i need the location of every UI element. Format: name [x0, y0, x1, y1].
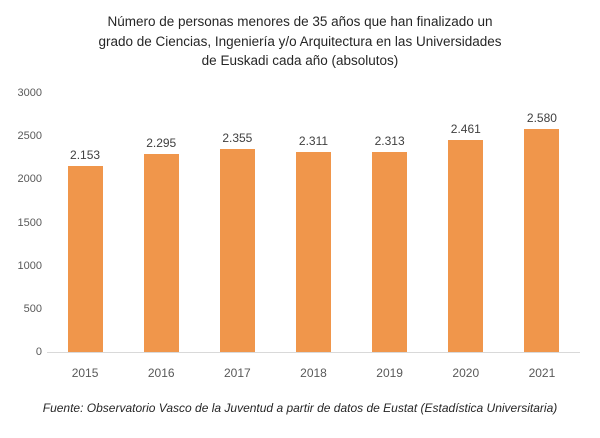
bar-value-label: 2.153: [70, 148, 101, 163]
bar-value-label: 2.313: [374, 134, 405, 149]
chart-title-line-1: Número de personas menores de 35 años qu…: [107, 14, 493, 29]
x-tick-label: 2020: [452, 366, 480, 380]
x-tick-label: 2016: [147, 366, 175, 380]
source-caption: Fuente: Observatorio Vasco de la Juventu…: [42, 401, 558, 415]
x-tick-label: 2017: [223, 366, 251, 380]
y-tick-label: 3000: [17, 87, 42, 99]
bar-2019: [372, 152, 408, 352]
chart-title-line-3: de Euskadi cada año (absolutos): [201, 53, 399, 68]
bar-value-label: 2.461: [450, 121, 481, 136]
bar-2018: [296, 152, 331, 352]
y-tick-label: 1500: [17, 216, 42, 229]
bar-value-label: 2.295: [146, 135, 177, 150]
bar-value-label: 2.580: [526, 111, 557, 126]
bar-2015: [67, 166, 103, 352]
y-tick-label: 2500: [17, 130, 42, 143]
y-tick-label: 1000: [17, 259, 42, 272]
y-tick-label: 0: [35, 346, 42, 358]
x-tick-label: 2015: [71, 366, 99, 380]
chart-title-line-2: grado de Ciencias, Ingeniería y/o Arquit…: [98, 33, 502, 49]
bar-value-label: 2.355: [222, 130, 253, 145]
bar-2017: [219, 148, 255, 352]
y-tick-label: 500: [23, 302, 42, 315]
bar-2020: [448, 139, 484, 352]
plot-area: [47, 93, 580, 353]
x-tick-label: 2018: [300, 366, 327, 380]
y-tick-label: 2000: [17, 173, 42, 186]
x-tick-label: 2019: [376, 366, 403, 380]
x-tick-label: 2021: [528, 366, 556, 380]
chart-title: Número de personas menores de 35 años qu…: [30, 12, 570, 71]
bar-2021: [524, 129, 560, 352]
bar-value-label: 2.311: [298, 134, 329, 149]
bar-2016: [143, 153, 179, 352]
